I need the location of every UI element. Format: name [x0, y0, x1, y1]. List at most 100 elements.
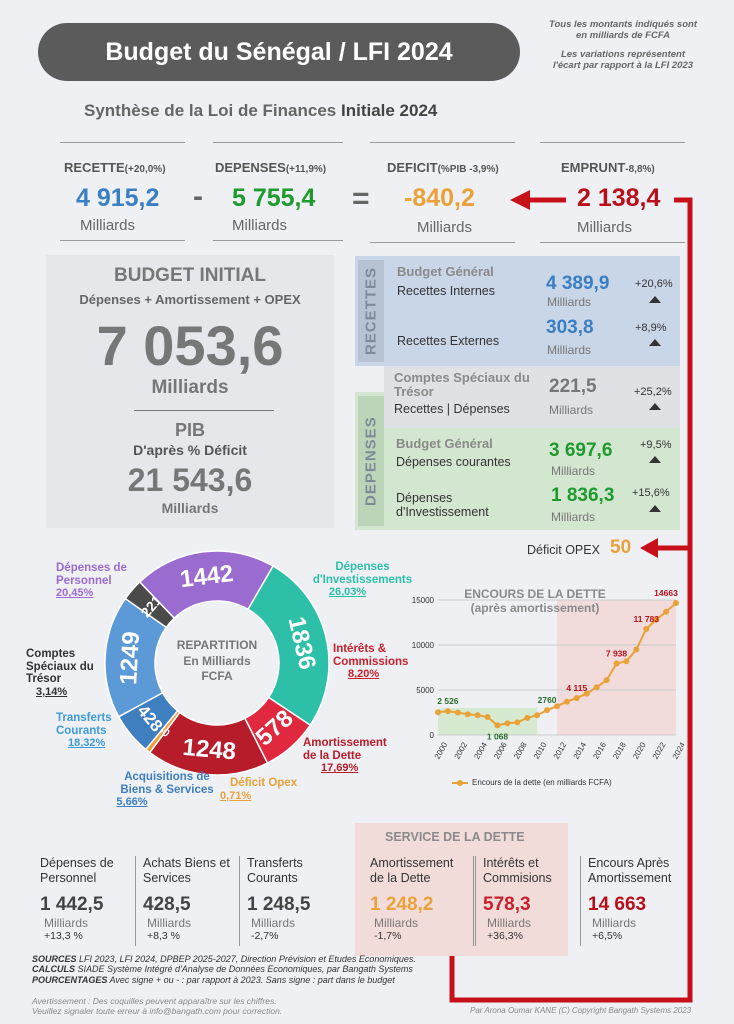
depenses-courantes-unit: Milliards: [551, 464, 596, 478]
depenses-invest-pct: +15,6%: [632, 487, 670, 499]
depenses-label: DEPENSES(+11,9%): [215, 160, 327, 175]
budget-title: BUDGET INITIAL: [114, 265, 266, 286]
line-chart-legend: Encours de la dette (en milliards FCFA): [452, 778, 612, 787]
arrow-head-left-icon: [510, 190, 530, 210]
minus-sign: -: [193, 180, 203, 213]
depenses-value: 5 755,4: [232, 184, 316, 212]
data-label: 2 526: [437, 696, 459, 706]
depenses-invest-label: Dépenses d'Investissement: [396, 491, 489, 520]
emprunt-label: EMPRUNT-8,8%): [561, 160, 655, 175]
bottom-col: Amortissement de la Dette 1 248,2 Milliard…: [370, 856, 470, 942]
x-tick-label: 2000: [433, 740, 450, 760]
depenses-courantes-value: 3 697,6: [549, 440, 613, 461]
divider: [213, 142, 343, 143]
bottom-col-value: 14 663: [588, 894, 647, 915]
recettes-box: [355, 256, 680, 366]
bottom-col-unit: Milliards: [592, 916, 637, 930]
divider: [580, 856, 581, 946]
line-chart-subtitle: (après amortissement): [470, 600, 600, 615]
divider: [60, 240, 185, 241]
x-tick-label: 2008: [512, 740, 529, 760]
bottom-col-pct: +13,3 %: [44, 930, 83, 942]
up-triangle-icon: [649, 403, 661, 410]
divider: [135, 856, 136, 946]
y-tick-label: 15000: [412, 596, 435, 605]
x-tick-label: 2012: [552, 740, 569, 760]
opex-label: Déficit OPEX: [527, 543, 600, 557]
data-point: [524, 714, 531, 721]
bottom-col-pct: +8,3 %: [147, 930, 180, 942]
note-units: Tous les montants indiqués sont en milli…: [549, 19, 697, 41]
data-label: 11 783: [633, 614, 659, 624]
recettes-externes-label: Recettes Externes: [397, 334, 500, 348]
label-amortissement: Amortissement de la Dette 17,69%: [303, 737, 387, 775]
recettes-externes-unit: Milliards: [547, 343, 592, 357]
data-point: [514, 719, 521, 726]
line-chart-title: ENCOURS DE LA DETTE (après amortissement…: [455, 587, 615, 616]
recette-label: RECETTE(+20,0%): [64, 160, 166, 175]
donut-slice-label: 1249: [115, 631, 145, 686]
data-label: 7 938: [606, 649, 628, 659]
amounts-note: Tous les montants indiqués sont en milli…: [548, 19, 698, 72]
data-point: [643, 625, 650, 632]
x-tick-label: 2004: [472, 740, 489, 760]
cst-unit-overlay: Milliards: [549, 403, 594, 417]
note-variations: Les variations représentent l'écart par …: [552, 48, 694, 71]
emprunt-unit: Milliards: [577, 219, 633, 236]
page-title: Budget du Sénégal / LFI 2024: [38, 23, 520, 81]
bottom-col: Intérêts et Commisions 578,3 Milliards +36,…: [483, 856, 578, 942]
recettes-externes-value: 303,8: [546, 317, 594, 338]
pib-unit: Milliards: [161, 500, 219, 516]
data-point: [444, 708, 451, 715]
label-acquisitions: Acquisitions de Biens & Services 5,66%: [116, 771, 214, 809]
pib-title: PIB: [174, 420, 205, 440]
donut-slice: [246, 564, 330, 727]
divider: [370, 142, 515, 143]
data-point: [623, 658, 630, 665]
divider: [540, 242, 685, 243]
donut-center-title: REPARTITION: [176, 638, 258, 652]
donut-center: REPARTITION En Milliards FCFA: [167, 638, 267, 685]
copyright: Par Arona Oumar KANE (C) Copyright Banga…: [470, 1006, 692, 1015]
bottom-col-value: 1 248,5: [247, 894, 311, 915]
recette-unit: Milliards: [80, 217, 136, 234]
bottom-col: Encours Après Amortissement 14 663 Milliar…: [588, 856, 688, 942]
x-tick-label: 2006: [492, 740, 509, 760]
cst-title-overlay: Comptes Spéciaux du Trésor: [394, 370, 530, 399]
bottom-col-value: 578,3: [483, 894, 531, 915]
label-transferts: Transferts Courants 18,32%: [56, 712, 112, 750]
divider: [370, 242, 515, 243]
cst-sub-overlay: Recettes | Dépenses: [394, 402, 510, 416]
donut-slice-label: 1248: [181, 734, 237, 766]
pib-value: 21 543,6: [127, 462, 253, 498]
bottom-col-label: Encours Après Amortissement: [588, 856, 672, 885]
equals-sign: =: [352, 182, 370, 215]
divider: [60, 142, 185, 143]
x-tick-label: 2016: [591, 740, 608, 760]
subtitle-prefix: Synthèse de la Loi de Finances: [84, 101, 337, 120]
subtitle-emph: Initiale 2024: [340, 101, 438, 120]
cst-pct-overlay: +25,2%: [634, 386, 672, 398]
y-tick-label: 0: [430, 731, 435, 740]
y-tick-label: 5000: [416, 686, 434, 695]
up-triangle-icon: [649, 505, 661, 512]
depenses-unit: Milliards: [232, 217, 288, 234]
bottom-col-unit: Milliards: [147, 916, 192, 930]
bottom-col: Dépenses de Personnel 1 442,5 Milliards +13…: [40, 856, 135, 942]
recettes-vlabel: RECETTES: [358, 260, 384, 362]
data-point: [474, 712, 481, 719]
data-point: [494, 722, 501, 729]
bottom-col-pct: -1,7%: [374, 930, 402, 942]
deficit-unit: Milliards: [417, 219, 473, 236]
data-point: [633, 646, 640, 653]
bottom-col-label: Intérêts et Commisions: [483, 856, 552, 885]
bottom-col-pct: -2,7%: [251, 930, 279, 942]
service-dette-box: [355, 823, 568, 956]
donut-slice-label: 1442: [179, 560, 235, 593]
depenses-courantes-pct: +9,5%: [640, 439, 672, 451]
depenses-bg-title: Budget Général: [396, 436, 493, 451]
budget-panel: [46, 255, 334, 528]
pib-sub: D'après % Déficit: [133, 442, 247, 458]
budget-unit: Milliards: [151, 377, 229, 398]
depenses-courantes-label: Dépenses courantes: [396, 455, 511, 469]
